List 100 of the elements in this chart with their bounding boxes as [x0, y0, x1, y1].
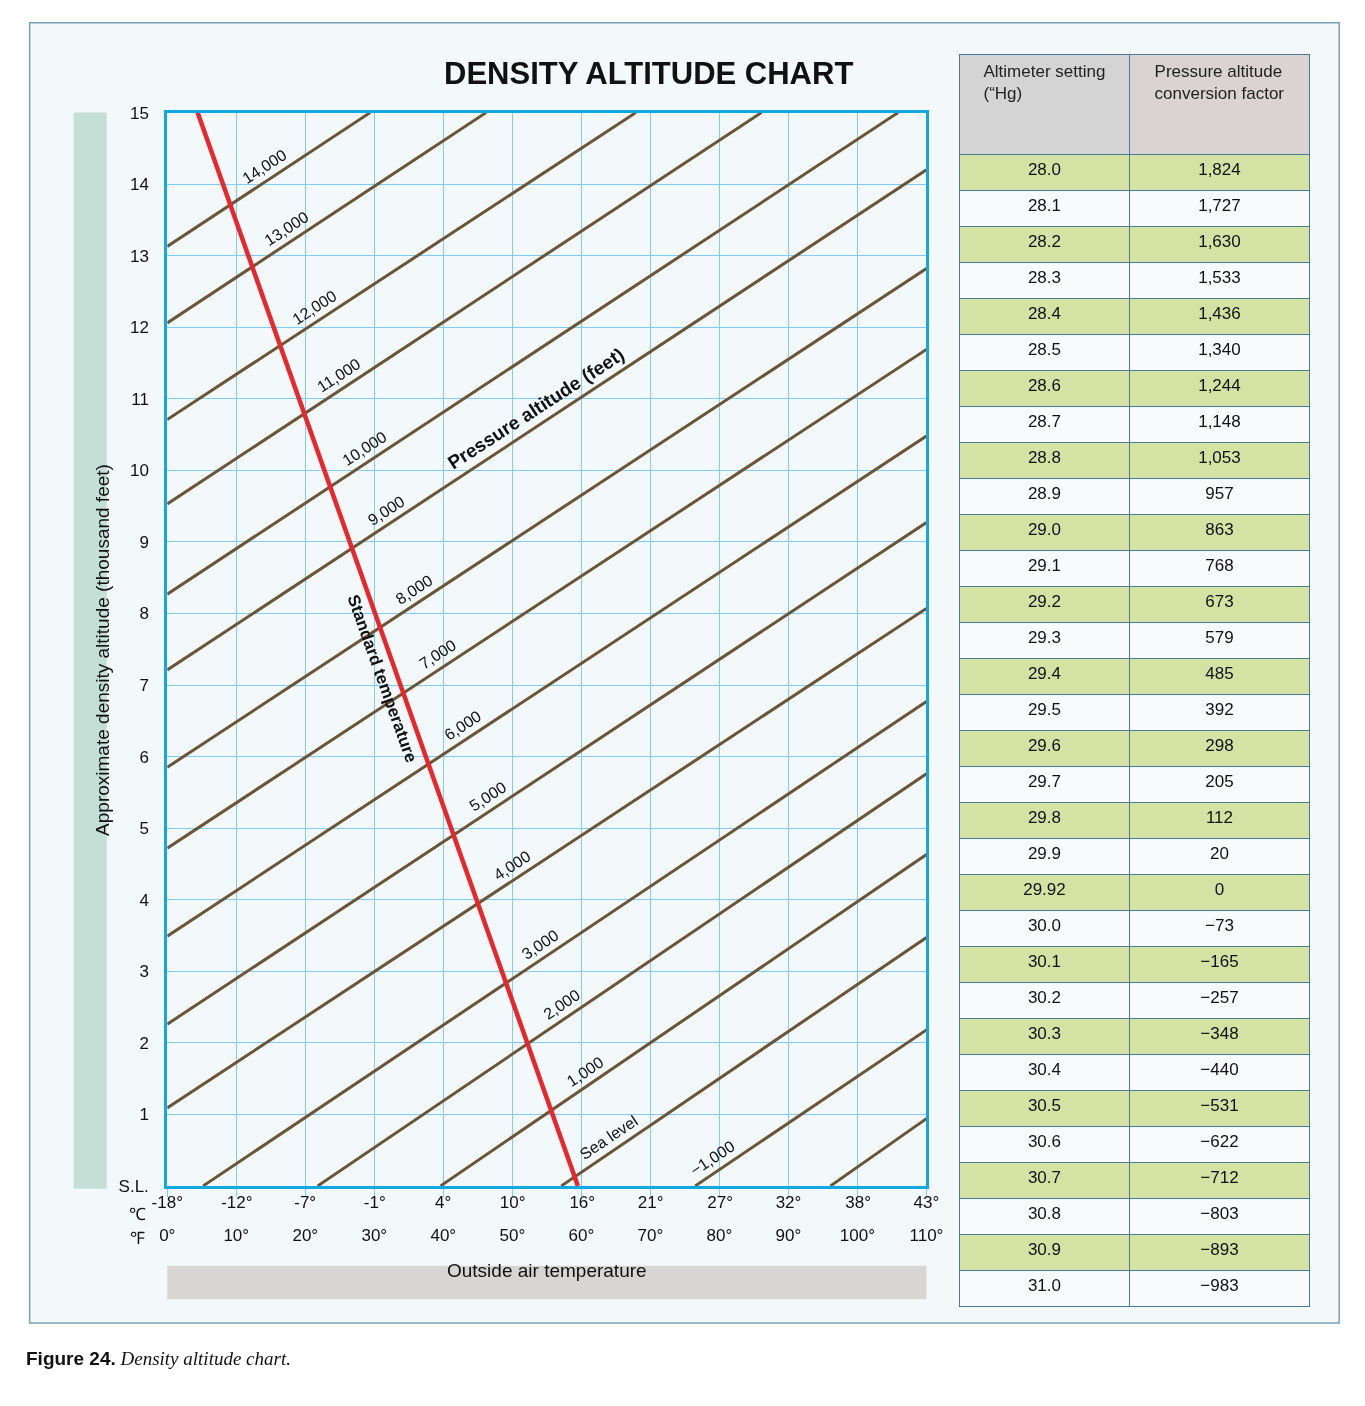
- x-tick-label: 100°: [839, 1226, 876, 1246]
- x2-tick-label: 16°: [569, 1192, 596, 1212]
- y-tick-label: 8: [139, 604, 149, 624]
- data-label: −893: [1200, 1240, 1239, 1260]
- data-label: 673: [1205, 592, 1234, 612]
- y-tick-label: 12: [129, 318, 149, 338]
- text: ℃: [129, 1205, 146, 1224]
- data-label: 112: [1205, 808, 1233, 828]
- data-label: 1,727: [1198, 196, 1241, 216]
- category-label: 29.6: [1027, 736, 1061, 756]
- x2-tick-label: -7°: [294, 1192, 317, 1212]
- category-label: 29.4: [1027, 664, 1061, 684]
- data-label: −712: [1200, 1168, 1239, 1188]
- data-label: 1,630: [1198, 232, 1241, 252]
- y-tick-label: 4: [139, 890, 149, 910]
- data-label: −73: [1205, 916, 1234, 936]
- y-tick-label: 2: [139, 1033, 149, 1053]
- data-label: 1,824: [1198, 160, 1241, 180]
- category-label: 28.2: [1027, 232, 1061, 252]
- y-tick-label: 15: [129, 103, 149, 123]
- data-label: −622: [1200, 1132, 1239, 1152]
- text: Altimeter setting (“Hg): [983, 62, 1106, 104]
- x2-tick-label: -1°: [363, 1192, 386, 1212]
- category-label: 30.0: [1027, 916, 1061, 936]
- x-tick-label: 110°: [909, 1226, 944, 1246]
- category-label: 29.7: [1027, 772, 1061, 792]
- category-label: 29.8: [1027, 808, 1061, 828]
- y-tick-label: 5: [139, 819, 149, 839]
- category-label: 28.3: [1027, 268, 1061, 288]
- x2-tick-label: 43°: [913, 1192, 940, 1212]
- x-axis-title: Outside air temperature: [447, 1260, 647, 1281]
- data-label: 1,053: [1198, 448, 1241, 468]
- data-label: 0: [1214, 880, 1225, 900]
- category-label: 28.5: [1027, 340, 1061, 360]
- category-label: 30.3: [1027, 1024, 1061, 1044]
- category-label: 29.5: [1027, 700, 1061, 720]
- x2-tick-label: 4°: [434, 1192, 452, 1212]
- data-label: −257: [1200, 988, 1239, 1008]
- data-label: 1,244: [1198, 376, 1241, 396]
- x2-tick-label: -18°: [151, 1192, 183, 1212]
- chart-title: DENSITY ALTITUDE CHART: [444, 56, 854, 91]
- y-axis-title: Approximate density altitude (thousand feet): [92, 464, 114, 836]
- data-label: 768: [1205, 556, 1234, 576]
- x-tick-label: 10°: [223, 1226, 250, 1246]
- category-label: 29.92: [1023, 880, 1066, 900]
- data-label: 1,436: [1198, 304, 1241, 324]
- y-tick-label: 7: [139, 675, 149, 695]
- text: Pressure altitude conversion factor: [1154, 62, 1285, 104]
- data-label: 579: [1205, 628, 1234, 648]
- text: Sea level: [576, 1112, 641, 1163]
- x2-tick-label: 32°: [775, 1192, 802, 1212]
- x2-tick-label: 38°: [845, 1192, 871, 1212]
- category-label: 28.0: [1027, 160, 1061, 180]
- x-tick-label: 50°: [499, 1226, 526, 1246]
- x-tick-label: 40°: [430, 1226, 457, 1246]
- category-label: 30.7: [1027, 1168, 1061, 1188]
- data-label: −803: [1200, 1204, 1239, 1224]
- data-label: 1,340: [1198, 340, 1241, 360]
- category-label: 29.9: [1027, 844, 1061, 864]
- y-tick-label: 11: [131, 389, 149, 409]
- data-label: 1,533: [1198, 268, 1241, 288]
- data-label: −983: [1200, 1276, 1239, 1296]
- category-label: 30.9: [1027, 1240, 1061, 1260]
- category-label: 29.3: [1027, 628, 1061, 648]
- data-label: 957: [1205, 484, 1234, 504]
- x2-tick-label: 10°: [499, 1192, 526, 1212]
- category-label: 30.2: [1027, 988, 1061, 1008]
- data-label: 298: [1205, 736, 1234, 756]
- x-tick-label: 60°: [568, 1226, 595, 1246]
- category-label: 29.2: [1027, 592, 1061, 612]
- y-tick-label: 9: [139, 532, 149, 552]
- category-label: 28.4: [1027, 304, 1061, 324]
- data-label: 863: [1205, 520, 1234, 540]
- text: ℉: [130, 1229, 145, 1248]
- data-label: 1,148: [1198, 412, 1241, 432]
- x-tick-label: 30°: [361, 1226, 388, 1246]
- category-label: 30.5: [1027, 1096, 1061, 1116]
- x-tick-label: 70°: [637, 1226, 664, 1246]
- y-tick-label: 14: [129, 175, 149, 195]
- x-tick-label: 90°: [775, 1226, 802, 1246]
- category-label: 30.8: [1027, 1204, 1061, 1224]
- x-tick-label: 0°: [159, 1226, 176, 1246]
- data-label: −165: [1200, 952, 1239, 972]
- category-label: 30.4: [1027, 1060, 1061, 1080]
- data-label: 20: [1209, 844, 1229, 864]
- category-label: 28.6: [1027, 376, 1061, 396]
- data-label: 205: [1205, 772, 1234, 792]
- y-tick-label: S.L.: [118, 1176, 149, 1196]
- data-label: 485: [1205, 664, 1234, 684]
- category-label: 28.7: [1027, 412, 1061, 432]
- x2-tick-label: 27°: [707, 1192, 734, 1212]
- x2-tick-label: 21°: [637, 1192, 664, 1212]
- data-label: −440: [1200, 1060, 1239, 1080]
- category-label: 30.1: [1027, 952, 1061, 972]
- category-label: 28.1: [1027, 196, 1061, 216]
- category-label: 28.8: [1027, 448, 1061, 468]
- category-label: 29.1: [1027, 556, 1061, 576]
- caption: Figure 24. Density altitude chart.: [26, 1348, 291, 1369]
- x-tick-label: 20°: [292, 1226, 319, 1246]
- x-tick-label: 80°: [706, 1226, 733, 1246]
